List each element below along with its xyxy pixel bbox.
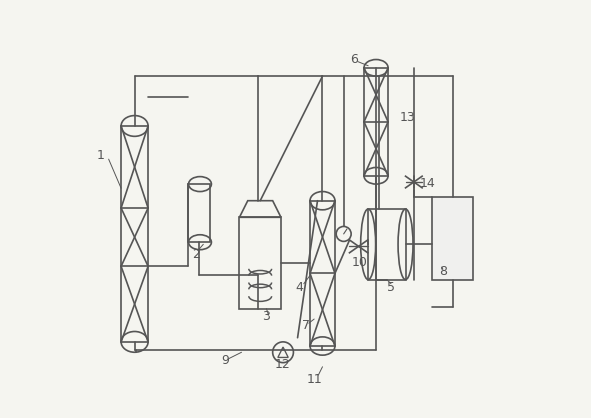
Text: 13: 13	[400, 111, 415, 124]
Bar	[368, 209, 405, 280]
Bar	[364, 68, 388, 176]
Text: 14: 14	[420, 177, 436, 190]
Bar	[431, 196, 473, 280]
Text: 4: 4	[296, 281, 304, 294]
Text: 11: 11	[306, 373, 322, 386]
Text: 6: 6	[350, 53, 358, 66]
Text: 1: 1	[96, 148, 104, 161]
Bar	[310, 201, 335, 346]
Bar	[239, 217, 281, 308]
Bar	[121, 126, 148, 342]
Text: 9: 9	[221, 354, 229, 367]
Text: 10: 10	[352, 257, 368, 270]
Text: 2: 2	[192, 248, 200, 261]
Text: 5: 5	[387, 281, 395, 294]
Text: 8: 8	[439, 265, 447, 278]
Text: 7: 7	[302, 319, 310, 332]
Text: 12: 12	[275, 358, 291, 371]
Bar	[187, 184, 210, 242]
Text: 3: 3	[262, 311, 270, 324]
